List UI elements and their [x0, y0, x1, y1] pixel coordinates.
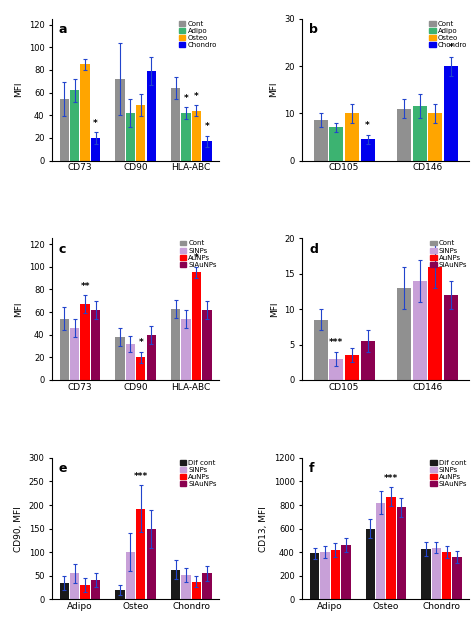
Bar: [444, 295, 458, 380]
Text: *: *: [204, 122, 209, 131]
Bar: [60, 99, 69, 160]
Bar: [146, 334, 156, 380]
Legend: Cont, Adipo, Osteo, Chondro: Cont, Adipo, Osteo, Chondro: [179, 20, 218, 49]
Text: *: *: [194, 254, 199, 262]
Bar: [314, 320, 328, 380]
Y-axis label: MFI: MFI: [14, 302, 23, 317]
Bar: [115, 590, 125, 599]
Bar: [341, 545, 351, 599]
Bar: [452, 557, 462, 599]
Bar: [320, 552, 330, 599]
Bar: [329, 127, 343, 160]
Text: *: *: [365, 121, 370, 131]
Bar: [81, 304, 90, 380]
Bar: [136, 105, 146, 160]
Text: d: d: [309, 243, 318, 256]
Bar: [115, 337, 125, 380]
Bar: [171, 570, 180, 599]
Bar: [136, 357, 146, 380]
Bar: [397, 109, 411, 160]
Bar: [386, 497, 396, 599]
Bar: [444, 66, 458, 160]
Bar: [91, 580, 100, 599]
Y-axis label: MFI: MFI: [270, 302, 279, 317]
Bar: [91, 310, 100, 380]
Text: ***: ***: [329, 338, 344, 348]
Bar: [181, 575, 191, 599]
Bar: [428, 267, 442, 380]
Legend: Dif cont, SiNPs, AuNPs, SiAuNPs: Dif cont, SiNPs, AuNPs, SiAuNPs: [429, 459, 468, 488]
Legend: Dif cont, SiNPs, AuNPs, SiAuNPs: Dif cont, SiNPs, AuNPs, SiAuNPs: [179, 459, 218, 488]
Text: c: c: [59, 243, 66, 256]
Bar: [146, 529, 156, 599]
Bar: [126, 113, 135, 160]
Bar: [191, 273, 201, 380]
Bar: [136, 509, 146, 599]
Bar: [181, 319, 191, 380]
Text: **: **: [81, 282, 90, 291]
Bar: [397, 507, 406, 599]
Legend: Cont, SiNPs, AuNPs, SiAuNPs: Cont, SiNPs, AuNPs, SiAuNPs: [429, 240, 468, 268]
Bar: [413, 106, 427, 160]
Bar: [310, 553, 319, 599]
Bar: [361, 139, 374, 160]
Text: b: b: [309, 23, 318, 36]
Text: ***: ***: [384, 474, 398, 483]
Bar: [442, 552, 451, 599]
Bar: [431, 548, 441, 599]
Bar: [171, 88, 180, 160]
Y-axis label: CD13, MFI: CD13, MFI: [259, 506, 268, 551]
Y-axis label: MFI: MFI: [14, 82, 23, 97]
Bar: [126, 344, 135, 380]
Bar: [126, 552, 135, 599]
Text: e: e: [59, 462, 67, 475]
Text: *: *: [194, 91, 199, 101]
Text: *: *: [93, 119, 98, 128]
Bar: [345, 355, 359, 380]
Bar: [397, 288, 411, 380]
Text: f: f: [309, 462, 315, 475]
Text: *: *: [183, 94, 188, 103]
Bar: [70, 328, 80, 380]
Bar: [171, 309, 180, 380]
Bar: [376, 503, 385, 599]
Bar: [115, 79, 125, 160]
Legend: Cont, Adipo, Osteo, Chondro: Cont, Adipo, Osteo, Chondro: [429, 20, 468, 49]
Bar: [70, 574, 80, 599]
Bar: [181, 113, 191, 160]
Bar: [146, 71, 156, 160]
Text: a: a: [59, 23, 67, 36]
Bar: [329, 359, 343, 380]
Y-axis label: MFI: MFI: [270, 82, 279, 97]
Bar: [70, 90, 80, 160]
Bar: [361, 341, 374, 380]
Bar: [191, 110, 201, 160]
Bar: [81, 586, 90, 599]
Bar: [365, 529, 375, 599]
Bar: [345, 114, 359, 160]
Bar: [81, 64, 90, 160]
Bar: [191, 582, 201, 599]
Bar: [314, 121, 328, 160]
Y-axis label: CD90, MFI: CD90, MFI: [14, 506, 23, 551]
Legend: Cont, SiNPs, AuNPs, SiAuNPs: Cont, SiNPs, AuNPs, SiAuNPs: [179, 240, 218, 268]
Bar: [202, 310, 211, 380]
Text: *: *: [138, 338, 143, 348]
Bar: [413, 281, 427, 380]
Text: ***: ***: [134, 472, 148, 481]
Text: *: *: [448, 44, 454, 52]
Bar: [60, 319, 69, 380]
Bar: [421, 549, 430, 599]
Bar: [202, 141, 211, 160]
Bar: [428, 114, 442, 160]
Bar: [91, 138, 100, 160]
Bar: [202, 574, 211, 599]
Bar: [331, 550, 340, 599]
Bar: [60, 583, 69, 599]
